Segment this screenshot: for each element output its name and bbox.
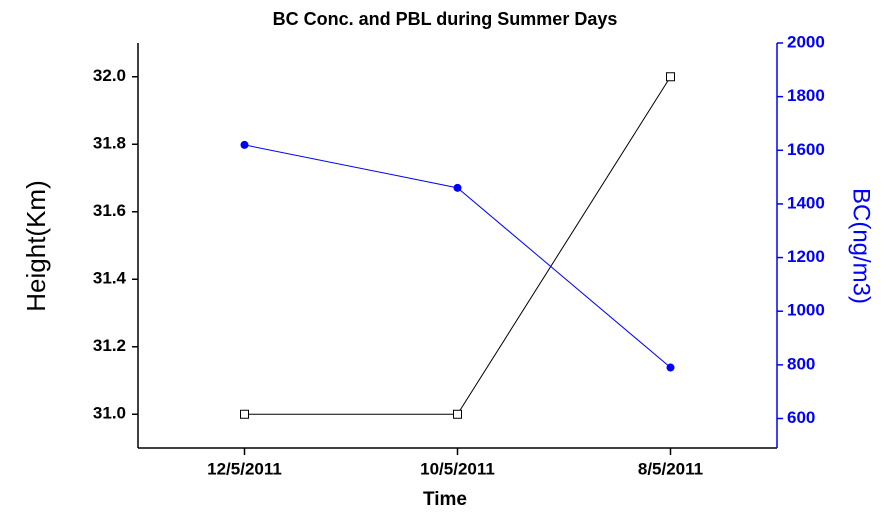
y2-tick-label: 1000 bbox=[787, 301, 825, 320]
point bbox=[666, 363, 675, 372]
y-tick-label: 32.0 bbox=[93, 66, 126, 85]
x-axis-label: Time bbox=[423, 489, 467, 510]
y2-tick-label: 1200 bbox=[787, 247, 825, 266]
y2-tick-label: 1400 bbox=[787, 193, 825, 212]
x-tick-label: 8/5/2011 bbox=[638, 459, 703, 478]
point bbox=[453, 409, 462, 419]
y-axis-label: Height(Km) bbox=[21, 180, 51, 311]
y-tick-label: 31.0 bbox=[93, 404, 126, 423]
x-tick-label: 12/5/2011 bbox=[207, 459, 282, 478]
y-tick-label: 31.6 bbox=[93, 201, 126, 220]
y2-axis-label: BC(ng/m3) bbox=[848, 188, 875, 304]
point bbox=[240, 409, 249, 419]
y2-tick-label: 1800 bbox=[787, 86, 825, 105]
series-line bbox=[244, 76, 671, 415]
x-tick-label: 10/5/2011 bbox=[420, 459, 495, 478]
y2-tick-label: 1600 bbox=[787, 140, 825, 159]
chart-title: BC Conc. and PBL during Summer Days bbox=[273, 9, 618, 29]
y-tick-label: 31.8 bbox=[93, 134, 126, 153]
point bbox=[666, 72, 675, 82]
y2-tick-label: 800 bbox=[787, 354, 815, 373]
y2-tick-label: 2000 bbox=[787, 32, 825, 51]
y-tick-label: 31.4 bbox=[93, 269, 127, 288]
point bbox=[240, 140, 249, 149]
y2-tick-label: 600 bbox=[787, 408, 815, 427]
y-tick-label: 31.2 bbox=[93, 336, 126, 355]
point bbox=[453, 183, 462, 192]
